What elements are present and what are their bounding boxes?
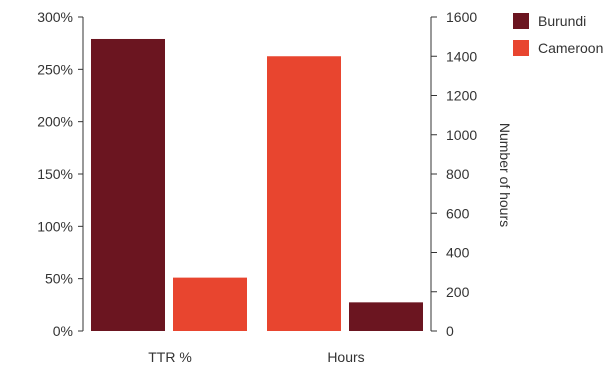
right-tick-label: 400 xyxy=(446,245,470,261)
right-tick-label: 200 xyxy=(446,284,470,300)
legend-swatch-cameroon xyxy=(513,40,529,56)
right-tick-label: 1400 xyxy=(446,48,477,64)
bar-burundi-hours xyxy=(349,302,423,331)
bar-cameroon-ttr xyxy=(173,277,247,331)
left-tick-label: 0% xyxy=(53,323,73,339)
right-tick-label: 1200 xyxy=(446,88,477,104)
legend: Burundi Cameroon xyxy=(513,13,603,56)
left-tick-label: 250% xyxy=(37,61,73,77)
left-tick-label: 100% xyxy=(37,218,73,234)
right-tick-label: 600 xyxy=(446,205,470,221)
x-category-label: Hours xyxy=(327,349,364,365)
right-y-axis: 0 200 400 600 800 1000 1200 1400 1600 xyxy=(430,9,477,339)
left-tick-label: 50% xyxy=(45,271,73,287)
left-y-axis: 0% 50% 100% 150% 200% 250% 300% xyxy=(37,9,84,339)
right-tick-label: 1000 xyxy=(446,127,477,143)
right-y-axis-label: Number of hours xyxy=(497,123,513,227)
x-category-label: TTR % xyxy=(148,349,192,365)
legend-swatch-burundi xyxy=(513,13,529,29)
right-tick-label: 0 xyxy=(446,323,454,339)
left-tick-label: 150% xyxy=(37,166,73,182)
right-tick-label: 1600 xyxy=(446,9,477,25)
x-axis-labels: TTR % Hours xyxy=(148,349,364,365)
legend-label-burundi: Burundi xyxy=(538,13,586,29)
bar-burundi-ttr xyxy=(91,38,165,331)
right-tick-label: 800 xyxy=(446,166,470,182)
left-tick-label: 300% xyxy=(37,9,73,25)
bar-cameroon-hours xyxy=(267,56,341,331)
left-tick-label: 200% xyxy=(37,114,73,130)
bars xyxy=(91,38,423,331)
legend-label-cameroon: Cameroon xyxy=(538,40,603,56)
